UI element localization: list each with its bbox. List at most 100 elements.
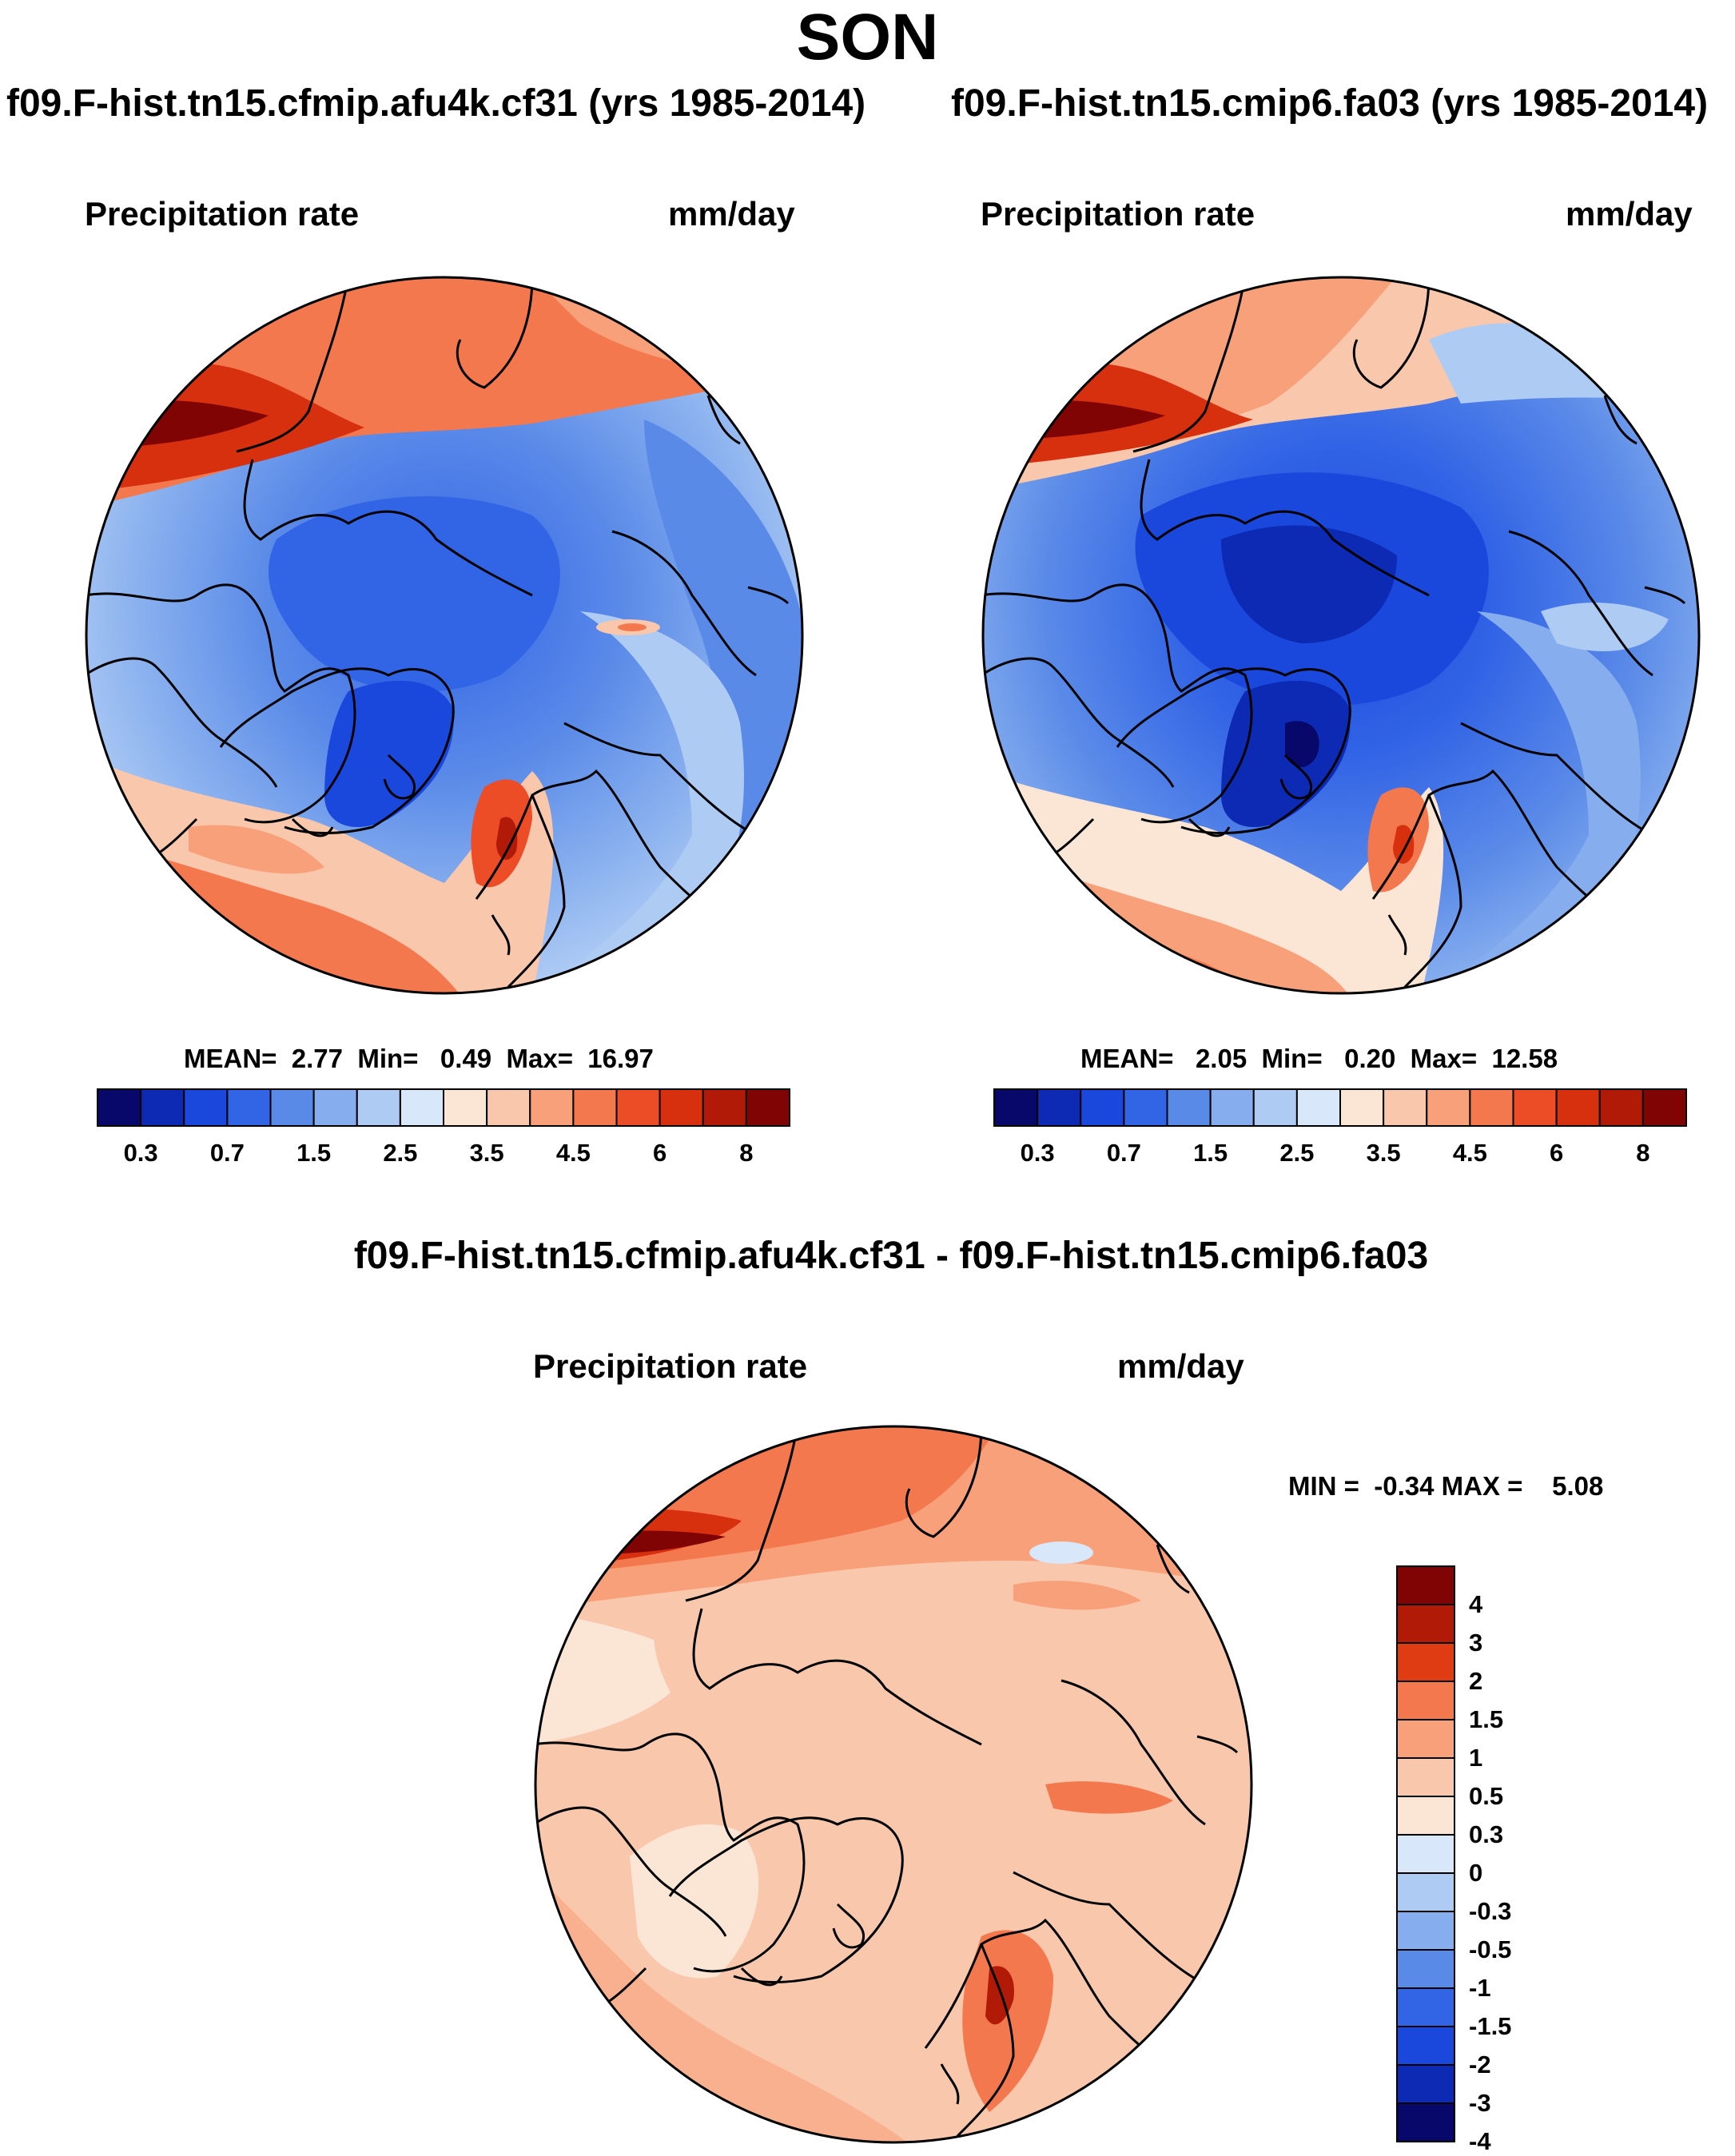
right-colorbar-tick-label: 8 (1636, 1139, 1650, 1167)
diff-colorbar-swatch-11 (1396, 1987, 1455, 2027)
left-colorbar-tick-label: 0.7 (209, 1139, 245, 1167)
left-case-title: f09.F-hist.tn15.cfmip.afu4k.cf31 (yrs 19… (6, 82, 866, 125)
diff-colorbar-tick-label: -0.3 (1469, 1897, 1512, 1925)
figure-title-season: SON (796, 1, 939, 74)
left-colorbar-swatch-3 (226, 1088, 272, 1127)
right-colorbar-tick-label: 1.5 (1193, 1139, 1228, 1167)
diff-colorbar-ticks: 4 3 2 1.5 1 0.5 0.3 0 -0.3 -0.5 -1 -1.5 -2 -3 -4 (1469, 1566, 1581, 2155)
right-stats: MEAN= 2.05 Min= 0.20 Max= 12.58 (1080, 1044, 1558, 1073)
left-stats: MEAN= 2.77 Min= 0.49 Max= 16.97 (184, 1044, 654, 1073)
right-colorbar-swatch-14 (1598, 1088, 1644, 1127)
diff-title: f09.F-hist.tn15.cfmip.afu4k.cf31 - f09.F… (353, 1235, 1429, 1277)
left-colorbar-swatch-10 (529, 1088, 575, 1127)
left-colorbar-swatch-11 (572, 1088, 618, 1127)
diff-colorbar-tick-label: -4 (1469, 2127, 1491, 2155)
diff-colorbar-tick-label: -3 (1469, 2089, 1491, 2117)
right-colorbar-tick-label: 0.7 (1106, 1139, 1141, 1167)
right-colorbar-ticks: 0.3 0.7 1.5 2.5 3.5 4.5 6 8 (994, 1139, 1686, 1171)
diff-colorbar-swatch-3 (1396, 1681, 1455, 1720)
left-colorbar-swatch-4 (269, 1088, 315, 1127)
left-colorbar-swatch-9 (486, 1088, 531, 1127)
diff-colorbar-tick-label: -1.5 (1469, 2012, 1512, 2040)
left-colorbar-ticks: 0.3 0.7 1.5 2.5 3.5 4.5 6 8 (97, 1139, 790, 1171)
diff-colorbar-tick-label: 3 (1469, 1629, 1483, 1657)
right-colorbar-swatch-8 (1339, 1088, 1385, 1127)
right-colorbar-swatch-2 (1080, 1088, 1125, 1127)
right-colorbar-tick-label: 0.3 (1020, 1139, 1055, 1167)
left-colorbar-swatch-0 (97, 1088, 142, 1127)
diff-colorbar-swatch-4 (1396, 1719, 1455, 1759)
diff-colorbar-tick-label: 4 (1469, 1590, 1483, 1618)
diff-colorbar-swatch-13 (1396, 2064, 1455, 2104)
left-colorbar-tick-label: 6 (653, 1139, 667, 1167)
left-polar-map (85, 276, 804, 995)
right-colorbar-swatch-5 (1209, 1088, 1255, 1127)
diff-stats: MIN = -0.34 MAX = 5.08 (1288, 1471, 1604, 1501)
diff-colorbar-swatch-7 (1396, 1834, 1455, 1874)
left-variable-label: Precipitation rate (85, 195, 360, 233)
diff-colorbar-swatch-9 (1396, 1911, 1455, 1951)
right-colorbar-swatch-4 (1166, 1088, 1212, 1127)
right-colorbar-swatch-0 (993, 1088, 1039, 1127)
left-colorbar-tick-label: 1.5 (296, 1139, 332, 1167)
left-colorbar-swatch-13 (659, 1088, 704, 1127)
right-colorbar-swatch-13 (1555, 1088, 1601, 1127)
right-colorbar-tick-label: 3.5 (1366, 1139, 1401, 1167)
right-colorbar-swatch-7 (1295, 1088, 1341, 1127)
left-colorbar-swatch-6 (356, 1088, 401, 1127)
right-colorbar-swatch-6 (1252, 1088, 1298, 1127)
diff-colorbar-swatch-5 (1396, 1757, 1455, 1797)
left-colorbar-swatch-7 (399, 1088, 444, 1127)
left-colorbar-tick-label: 3.5 (469, 1139, 504, 1167)
right-case-title: f09.F-hist.tn15.cmip6.fa03 (yrs 1985-201… (951, 82, 1709, 125)
diff-colorbar-tick-label: -2 (1469, 2051, 1491, 2078)
left-colorbar-tick-label: 0.3 (123, 1139, 158, 1167)
diff-colorbar-swatch-8 (1396, 1872, 1455, 1912)
diff-colorbar-tick-label: 1 (1469, 1744, 1483, 1772)
right-colorbar-swatch-11 (1469, 1088, 1514, 1127)
diff-variable-label: Precipitation rate (533, 1347, 808, 1385)
left-colorbar-tick-label: 2.5 (383, 1139, 418, 1167)
diff-colorbar-tick-label: 0.5 (1469, 1782, 1504, 1810)
right-colorbar-swatch-3 (1123, 1088, 1168, 1127)
left-colorbar-swatch-8 (443, 1088, 488, 1127)
diff-colorbar-swatch-6 (1396, 1796, 1455, 1836)
diff-colorbar-tick-label: -1 (1469, 1974, 1491, 2002)
left-colorbar-swatch-2 (183, 1088, 229, 1127)
right-colorbar-swatch-15 (1641, 1088, 1687, 1127)
right-variable-label: Precipitation rate (981, 195, 1255, 233)
right-colorbar-swatch-9 (1383, 1088, 1428, 1127)
diff-colorbar-swatch-2 (1396, 1642, 1455, 1682)
right-colorbar-tick-label: 2.5 (1279, 1139, 1315, 1167)
left-colorbar-tick-label: 4.5 (555, 1139, 591, 1167)
diff-colorbar-swatch-10 (1396, 1949, 1455, 1989)
diff-polar-map (534, 1425, 1253, 2144)
right-colorbar-swatch-10 (1426, 1088, 1471, 1127)
diff-colorbar-swatch-1 (1396, 1604, 1455, 1644)
left-colorbar-swatch-14 (702, 1088, 747, 1127)
right-colorbar-tick-label: 4.5 (1452, 1139, 1487, 1167)
left-colorbar-swatch-15 (745, 1088, 790, 1127)
diff-colorbar-tick-label: 1.5 (1469, 1705, 1504, 1733)
left-colorbar-swatch-1 (140, 1088, 185, 1127)
left-colorbar-swatch-5 (312, 1088, 358, 1127)
right-polar-map (981, 276, 1701, 995)
right-colorbar-tick-label: 6 (1550, 1139, 1564, 1167)
diff-colorbar-swatch-12 (1396, 2026, 1455, 2066)
diff-colorbar-swatch-0 (1396, 1565, 1455, 1605)
diff-colorbar-tick-label: -0.5 (1469, 1935, 1512, 1963)
diff-colorbar-swatch-14 (1396, 2102, 1455, 2142)
left-colorbar (97, 1088, 790, 1127)
diff-colorbar-tick-label: 0.3 (1469, 1820, 1504, 1848)
diff-colorbar (1396, 1565, 1455, 2142)
diff-colorbar-tick-label: 0 (1469, 1859, 1483, 1887)
diff-colorbar-tick-label: 2 (1469, 1667, 1483, 1695)
left-colorbar-tick-label: 8 (739, 1139, 754, 1167)
right-colorbar-swatch-12 (1512, 1088, 1558, 1127)
right-colorbar (993, 1088, 1687, 1127)
left-units-label: mm/day (668, 195, 795, 233)
left-colorbar-swatch-12 (615, 1088, 661, 1127)
diff-units-label: mm/day (1117, 1347, 1244, 1385)
right-units-label: mm/day (1566, 195, 1693, 233)
right-colorbar-swatch-1 (1037, 1088, 1082, 1127)
